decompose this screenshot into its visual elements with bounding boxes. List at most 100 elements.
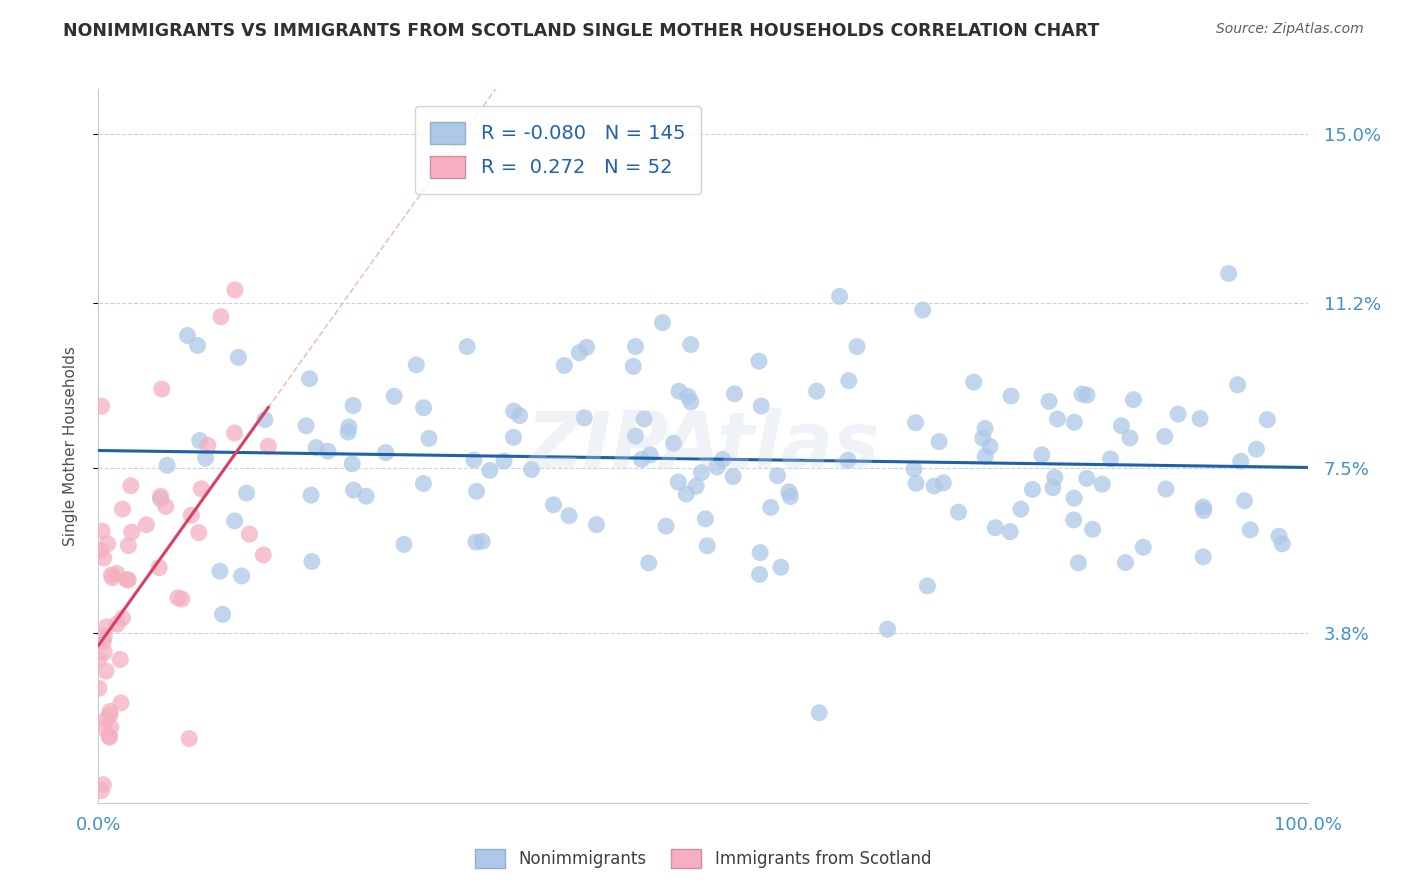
- Point: [343, 483, 366, 498]
- Point: [1043, 470, 1066, 484]
- Point: [1063, 491, 1085, 505]
- Point: [231, 569, 253, 583]
- Point: [1081, 522, 1104, 536]
- Point: [1071, 387, 1094, 401]
- Point: [624, 429, 647, 443]
- Point: [1229, 454, 1251, 468]
- Point: [110, 696, 132, 710]
- Point: [911, 303, 934, 318]
- Point: [1010, 502, 1032, 516]
- Point: [1067, 556, 1090, 570]
- Point: [568, 345, 591, 359]
- Point: [1256, 412, 1278, 426]
- Point: [176, 328, 198, 343]
- Point: [209, 310, 232, 324]
- Point: [90, 399, 112, 413]
- Point: [502, 430, 524, 444]
- Point: [337, 425, 360, 439]
- Point: [1218, 267, 1240, 281]
- Point: [1031, 448, 1053, 462]
- Point: [1122, 392, 1144, 407]
- Point: [655, 519, 678, 533]
- Point: [1000, 389, 1022, 403]
- Point: [1076, 388, 1098, 402]
- Point: [1246, 442, 1268, 457]
- Point: [93, 551, 115, 566]
- Point: [679, 395, 702, 409]
- Point: [179, 731, 201, 746]
- Point: [301, 554, 323, 568]
- Point: [89, 543, 111, 558]
- Point: [974, 421, 997, 435]
- Point: [224, 283, 246, 297]
- Point: [478, 463, 501, 477]
- Point: [679, 337, 702, 351]
- Point: [706, 459, 728, 474]
- Point: [96, 712, 118, 726]
- Point: [120, 479, 142, 493]
- Point: [121, 524, 143, 539]
- Point: [553, 359, 575, 373]
- Point: [295, 418, 318, 433]
- Point: [917, 579, 939, 593]
- Point: [187, 525, 209, 540]
- Point: [93, 778, 115, 792]
- Point: [624, 340, 647, 354]
- Point: [1239, 523, 1261, 537]
- Point: [1271, 537, 1294, 551]
- Point: [759, 500, 782, 515]
- Point: [96, 620, 118, 634]
- Point: [685, 479, 707, 493]
- Point: [690, 466, 713, 480]
- Point: [117, 539, 139, 553]
- Point: [1114, 556, 1136, 570]
- Point: [456, 340, 478, 354]
- Point: [748, 354, 770, 368]
- Point: [412, 476, 434, 491]
- Point: [1111, 418, 1133, 433]
- Point: [905, 476, 928, 491]
- Point: [100, 568, 122, 582]
- Point: [1153, 429, 1175, 443]
- Point: [170, 592, 193, 607]
- Point: [190, 482, 212, 496]
- Point: [149, 491, 172, 506]
- Point: [675, 487, 697, 501]
- Point: [252, 548, 274, 562]
- Point: [405, 358, 427, 372]
- Point: [766, 468, 789, 483]
- Point: [465, 484, 488, 499]
- Point: [1038, 394, 1060, 409]
- Point: [1046, 412, 1069, 426]
- Point: [492, 454, 515, 468]
- Point: [156, 458, 179, 473]
- Point: [998, 524, 1021, 539]
- Point: [1192, 500, 1215, 514]
- Point: [1119, 431, 1142, 445]
- Point: [928, 434, 950, 449]
- Point: [651, 316, 673, 330]
- Point: [1063, 513, 1085, 527]
- Point: [253, 412, 276, 426]
- Point: [778, 484, 800, 499]
- Point: [108, 652, 131, 666]
- Point: [224, 425, 246, 440]
- Point: [1268, 529, 1291, 543]
- Point: [1063, 415, 1085, 429]
- Point: [1154, 482, 1177, 496]
- Point: [298, 372, 321, 386]
- Point: [1192, 503, 1215, 517]
- Point: [676, 389, 699, 403]
- Point: [808, 706, 831, 720]
- Point: [211, 607, 233, 622]
- Point: [1189, 411, 1212, 425]
- Point: [340, 457, 363, 471]
- Point: [903, 462, 925, 476]
- Point: [666, 475, 689, 489]
- Point: [117, 573, 139, 587]
- Point: [418, 431, 440, 445]
- Point: [696, 539, 718, 553]
- Legend: Nonimmigrants, Immigrants from Scotland: Nonimmigrants, Immigrants from Scotland: [468, 842, 938, 875]
- Point: [93, 645, 115, 659]
- Point: [167, 591, 190, 605]
